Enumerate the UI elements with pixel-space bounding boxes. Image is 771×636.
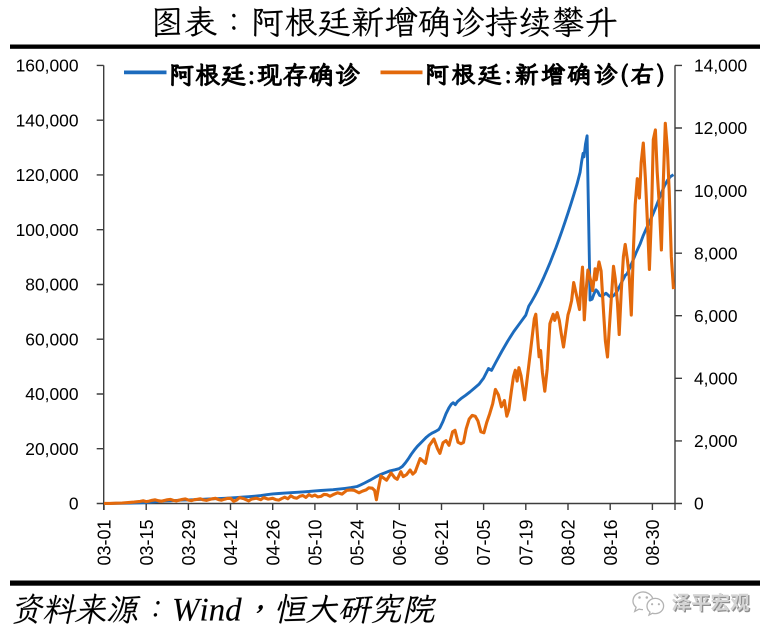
svg-text:08-16: 08-16 <box>601 519 621 565</box>
svg-text:2,000: 2,000 <box>694 431 738 451</box>
svg-text:100,000: 100,000 <box>16 220 79 240</box>
svg-text:40,000: 40,000 <box>25 384 78 404</box>
svg-text:12,000: 12,000 <box>694 118 747 138</box>
svg-text:20,000: 20,000 <box>25 439 78 459</box>
svg-text:0: 0 <box>694 494 704 514</box>
svg-text:0: 0 <box>69 494 79 514</box>
svg-text:06-21: 06-21 <box>432 519 452 565</box>
svg-text:160,000: 160,000 <box>16 56 79 76</box>
svg-text:08-02: 08-02 <box>559 519 579 565</box>
svg-text:80,000: 80,000 <box>25 275 78 295</box>
svg-text:03-15: 03-15 <box>137 519 157 565</box>
svg-text:06-07: 06-07 <box>390 519 410 565</box>
svg-text:120,000: 120,000 <box>16 165 79 185</box>
svg-text:60,000: 60,000 <box>25 329 78 349</box>
svg-text:6,000: 6,000 <box>694 306 738 326</box>
svg-text:05-24: 05-24 <box>348 519 368 565</box>
svg-text:03-29: 03-29 <box>179 519 199 565</box>
svg-text:04-26: 04-26 <box>263 519 283 565</box>
svg-text:07-19: 07-19 <box>516 519 536 565</box>
svg-text:08-30: 08-30 <box>643 519 663 565</box>
svg-text:14,000: 14,000 <box>694 56 747 76</box>
svg-text:10,000: 10,000 <box>694 181 747 201</box>
svg-text:04-12: 04-12 <box>221 519 241 565</box>
svg-text:8,000: 8,000 <box>694 243 738 263</box>
svg-text:05-10: 05-10 <box>306 519 326 565</box>
svg-text:140,000: 140,000 <box>16 110 79 130</box>
svg-text:03-01: 03-01 <box>95 519 115 565</box>
svg-text:07-05: 07-05 <box>474 519 494 565</box>
svg-text:4,000: 4,000 <box>694 369 738 389</box>
